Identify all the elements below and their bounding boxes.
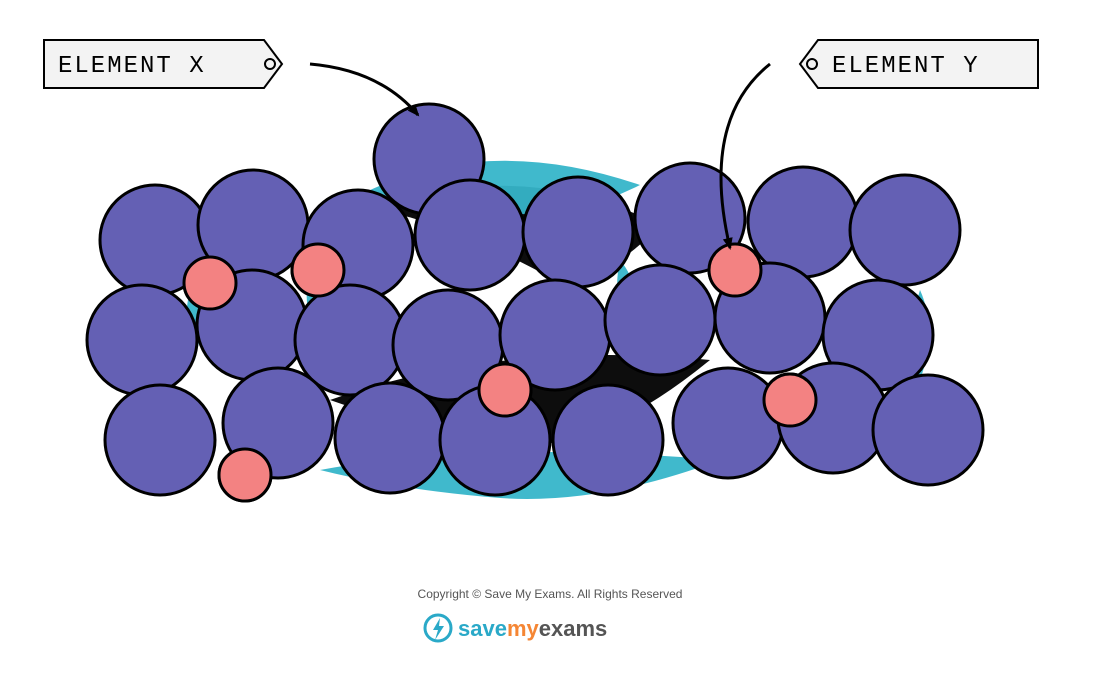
large-atom bbox=[415, 180, 525, 290]
large-atom bbox=[523, 177, 633, 287]
small-atom bbox=[479, 364, 531, 416]
small-atom bbox=[184, 257, 236, 309]
large-atom bbox=[335, 383, 445, 493]
large-atom bbox=[553, 385, 663, 495]
copyright-text: Copyright © Save My Exams. All Rights Re… bbox=[418, 587, 683, 601]
small-atom bbox=[709, 244, 761, 296]
large-atom bbox=[850, 175, 960, 285]
logo-bolt-icon bbox=[433, 618, 444, 640]
large-atom bbox=[87, 285, 197, 395]
large-atom bbox=[748, 167, 858, 277]
diagram-canvas: ELEMENT X ELEMENT Y Copyright © Save My Ex… bbox=[0, 0, 1100, 675]
small-atom bbox=[764, 374, 816, 426]
large-atom bbox=[673, 368, 783, 478]
label-text: ELEMENT Y bbox=[832, 53, 980, 80]
logo-text: savemyexams bbox=[458, 616, 607, 641]
small-atom bbox=[219, 449, 271, 501]
large-atom bbox=[873, 375, 983, 485]
brand-logo: savemyexams bbox=[425, 615, 607, 641]
large-atom bbox=[105, 385, 215, 495]
small-atom bbox=[292, 244, 344, 296]
element-x-label: ELEMENT X bbox=[44, 40, 418, 115]
label-arrow bbox=[310, 64, 418, 115]
large-atom bbox=[605, 265, 715, 375]
label-text: ELEMENT X bbox=[58, 53, 206, 80]
